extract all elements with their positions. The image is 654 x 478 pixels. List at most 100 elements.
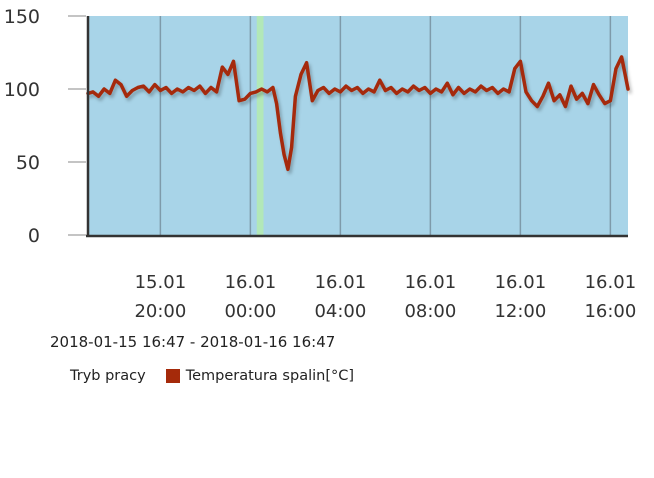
data-point — [412, 85, 415, 87]
data-point — [350, 89, 353, 92]
x-tick-time: 00:00 — [224, 301, 276, 322]
data-point — [243, 98, 246, 101]
legend-item-operating-mode[interactable]: Tryb pracy — [70, 368, 146, 384]
data-point — [137, 86, 139, 89]
data-point — [435, 88, 437, 90]
data-point — [570, 85, 572, 87]
data-point — [390, 86, 392, 89]
data-point — [513, 67, 516, 70]
data-point — [429, 92, 432, 95]
data-point — [272, 86, 274, 89]
data-point — [384, 89, 387, 92]
data-point — [446, 82, 449, 85]
data-point — [131, 89, 134, 92]
data-point — [401, 88, 404, 90]
data-point — [497, 92, 499, 95]
data-point — [283, 153, 285, 156]
data-point — [193, 89, 196, 92]
legend: Tryb pracy Temperatura spalin[°C] — [70, 368, 374, 384]
data-point — [108, 92, 111, 95]
data-point — [542, 95, 544, 98]
x-tick-time: 20:00 — [134, 301, 186, 322]
data-point — [592, 83, 595, 86]
data-point — [198, 85, 201, 87]
data-point — [227, 73, 229, 76]
data-point — [362, 92, 364, 95]
data-point — [176, 88, 179, 90]
data-point — [317, 89, 319, 92]
x-tick-date: 16.01 — [585, 272, 637, 293]
data-point — [103, 88, 105, 90]
data-point — [468, 88, 471, 90]
data-point — [474, 91, 477, 93]
data-point — [423, 86, 426, 89]
data-point — [210, 86, 212, 89]
data-point — [290, 146, 293, 149]
data-point — [249, 92, 252, 95]
legend-item-flue-gas-temperature[interactable]: Temperatura spalin[°C] — [165, 368, 355, 384]
data-point — [627, 88, 629, 90]
data-point — [215, 91, 218, 93]
data-point — [260, 88, 263, 90]
data-point — [452, 93, 454, 96]
data-point — [345, 85, 347, 87]
data-point — [564, 105, 567, 108]
data-point — [170, 92, 173, 95]
data-point — [553, 99, 555, 102]
data-point — [558, 93, 561, 96]
data-point — [92, 91, 94, 93]
data-point — [620, 56, 623, 58]
data-point — [603, 102, 606, 105]
data-point — [221, 66, 224, 68]
data-point — [615, 67, 617, 70]
y-tick-label: 100 — [4, 79, 40, 101]
data-point — [97, 95, 100, 98]
data-point — [159, 89, 162, 92]
x-tick-date: 16.01 — [315, 272, 367, 293]
data-point — [530, 99, 533, 102]
data-point — [266, 91, 269, 93]
legend-label: Tryb pracy — [70, 368, 146, 384]
data-point — [356, 86, 359, 89]
data-point — [485, 89, 488, 92]
data-point — [311, 99, 314, 102]
data-point — [525, 91, 527, 93]
data-point — [536, 105, 539, 108]
x-tick-date: 16.01 — [225, 272, 277, 293]
data-point — [598, 93, 600, 96]
data-point — [305, 61, 308, 64]
x-tick-time: 12:00 — [494, 301, 546, 322]
data-point — [547, 82, 550, 85]
data-point — [519, 60, 522, 63]
data-point — [114, 79, 117, 82]
data-point — [294, 95, 297, 98]
x-tick-date: 16.01 — [495, 272, 547, 293]
data-point — [480, 85, 482, 87]
data-point — [339, 91, 342, 93]
legend-swatch — [165, 369, 180, 383]
y-tick-label: 50 — [16, 152, 40, 174]
data-point — [609, 99, 612, 102]
x-tick-time: 08:00 — [404, 301, 456, 322]
data-point — [463, 92, 465, 95]
data-point — [581, 92, 584, 95]
data-point — [407, 91, 409, 93]
data-point — [508, 91, 510, 93]
data-point — [333, 88, 336, 90]
data-point — [457, 86, 460, 89]
data-point — [232, 60, 235, 63]
data-point — [125, 95, 128, 98]
data-point — [575, 98, 578, 101]
data-point — [322, 86, 325, 89]
data-point — [275, 102, 278, 105]
legend-label: Temperatura spalin[°C] — [185, 368, 355, 384]
x-tick-time: 16:00 — [584, 301, 636, 322]
data-point — [279, 131, 282, 134]
chart: 0 50 100 150 15.01 20:00 16.01 00:00 16.01 04:00… — [4, 6, 637, 322]
data-point — [182, 91, 184, 93]
x-tick-date: 15.01 — [135, 272, 187, 293]
y-tick-label: 150 — [4, 6, 40, 28]
data-point — [300, 73, 302, 76]
plot-background — [88, 16, 628, 235]
data-point — [153, 83, 156, 86]
